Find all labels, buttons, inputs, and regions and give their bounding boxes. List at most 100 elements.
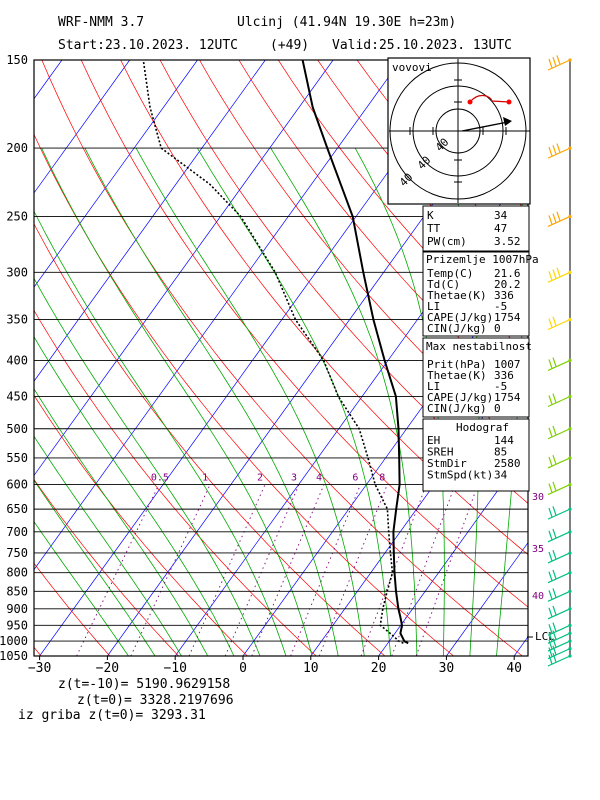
wind-barb-feather: [548, 456, 553, 467]
storm-motion-vector: [461, 121, 509, 132]
hodo-ticks: [409, 79, 507, 183]
surface-rows: Temp(C) 21.6 Td(C) 20.2 Thetae(K) 336 LI -5CAPE…: [427, 267, 521, 335]
param-value: 144: [494, 434, 514, 447]
param-label: Temp(C): [427, 267, 473, 280]
wind-barb-staff: [547, 531, 571, 543]
pressure-label: 200: [6, 141, 28, 155]
param-value: -5: [494, 300, 507, 313]
wind-barb-feather: [548, 571, 553, 581]
param-label: CIN(J/kg): [427, 322, 487, 335]
dry-adiabat: [594, 60, 600, 656]
wind-barb-point: [568, 647, 572, 651]
wind-barb-feather: [552, 269, 557, 279]
isotherm: [34, 60, 402, 571]
wind-barb-feather: [552, 569, 557, 580]
wind-barb-feather: [548, 427, 553, 437]
param-value: 21.6: [494, 267, 521, 280]
wind-barb-feather: [552, 425, 557, 436]
mixing-ratio-labels: 0.5 1 2 3 4 6 8: [151, 473, 385, 484]
isotherm: [582, 60, 600, 656]
pressure-axis-labels: 150 200 250 300 350 400 450 500 550 600 650 700 750 8…: [0, 53, 28, 663]
wind-barb-feather: [552, 605, 557, 616]
param-label: Thetae(K): [427, 369, 487, 382]
param-label: CAPE(J/kg): [427, 311, 493, 324]
wind-barb-feather: [552, 506, 557, 516]
isotherm: [378, 447, 528, 656]
wind-barb-point: [568, 394, 572, 399]
wind-barb-feather: [552, 549, 557, 560]
param-value: 2580: [494, 457, 521, 470]
wind-barb-feather: [552, 57, 557, 67]
param-value: 336: [494, 289, 514, 302]
param-label: StmDir: [427, 457, 467, 470]
param-value: 336: [494, 369, 514, 382]
wind-barb-point: [568, 482, 572, 487]
param-label: Prit(hPa): [427, 358, 487, 371]
mixing-ratio-line: [360, 484, 427, 656]
wind-barb-point: [568, 427, 572, 431]
wind-barb-staff: [547, 648, 571, 660]
wind-barb-staff: [547, 395, 571, 408]
moist-adiabat: [307, 640, 313, 656]
right-axis-label-40: 40: [532, 591, 544, 602]
wind-barb-feather: [552, 645, 557, 656]
right-axis-label-30: 30: [532, 492, 544, 503]
k-value: 34: [494, 209, 508, 222]
mixing-ratio-line: [76, 484, 160, 656]
mixing-ratio-line: [290, 484, 361, 656]
wind-barb-staff: [547, 318, 571, 331]
start-time: Start:23.10.2023. 12UTC: [58, 38, 238, 53]
wind-barb-point: [568, 551, 572, 555]
wind-barb-feather: [548, 624, 553, 634]
moist-adiabat: [361, 641, 365, 656]
pressure-label: 900: [6, 602, 28, 616]
wind-barb-feather: [548, 359, 553, 369]
temperature-label: 0: [239, 661, 247, 676]
pressure-label: 950: [6, 618, 28, 632]
isotherm: [446, 542, 528, 656]
moist-adiabat: [199, 640, 209, 656]
wind-barb-staff: [547, 271, 571, 283]
pressure-label: 300: [6, 265, 28, 279]
isotherm: [174, 165, 528, 656]
wind-barb-feather: [556, 143, 561, 153]
param-value: 1754: [494, 391, 521, 404]
pressure-label: 750: [6, 546, 28, 560]
wind-barb-feather: [548, 318, 553, 328]
wind-barb-staff: [547, 59, 571, 71]
wind-barb-point: [568, 654, 572, 658]
pressure-label: 350: [6, 313, 28, 327]
model-name: WRF-NMM 3.7: [58, 15, 144, 30]
mixing-ratio-label: 3: [291, 473, 297, 484]
wind-barb-point: [568, 607, 572, 611]
mixing-ratio-line: [224, 484, 300, 656]
wind-barb-feather: [548, 395, 553, 405]
temperature-label: 10: [303, 661, 319, 676]
wind-barb-staff: [547, 640, 571, 652]
mixing-ratio-label: 8: [379, 473, 385, 484]
wind-barbs: [547, 55, 572, 667]
param-label: LI: [427, 380, 440, 393]
hodo-point-end: [506, 99, 512, 105]
param-label: Thetae(K): [427, 289, 487, 302]
moist-adiabat: [34, 388, 200, 642]
moist-adiabat: [253, 640, 261, 656]
wind-barb-point: [568, 456, 572, 460]
param-value: 0: [494, 402, 501, 415]
wind-barb-feather: [548, 590, 553, 600]
surface-box: Prizemlje 1007hPa Temp(C) 21.6 Td(C) 20.2 Th…: [422, 251, 539, 337]
dry-adiabat: [554, 60, 600, 656]
pressure-label: 400: [6, 353, 28, 367]
wind-barb-point: [568, 270, 572, 274]
footer-line-2: z(t=0)= 3328.2197696: [77, 693, 234, 708]
wind-barb-feather: [552, 393, 557, 403]
wind-barb-staff: [547, 572, 571, 584]
wind-barb-feather: [552, 622, 557, 632]
moist-adiabat: [41, 147, 309, 642]
hodograph-inset: vovovi 40 40 40: [387, 57, 531, 205]
wind-barb-feather: [552, 528, 557, 539]
temperature-axis-labels: −30 −20 −10 0 10 20 30 40: [28, 656, 522, 676]
wind-barb-staff: [547, 215, 571, 228]
param-value: 20.2: [494, 278, 521, 291]
